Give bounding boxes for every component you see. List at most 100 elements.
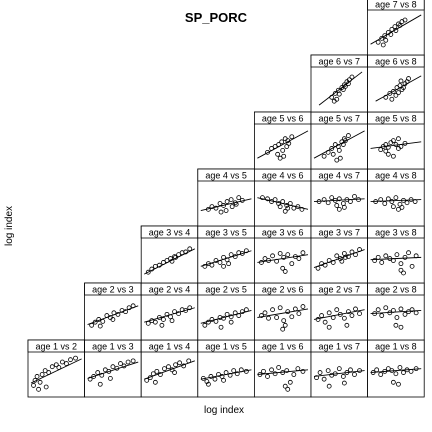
panel-strip-label: age 6 vs 8 (375, 57, 417, 67)
data-point (299, 206, 305, 212)
panel-strip-label: age 6 vs 7 (319, 57, 361, 67)
regression-line (318, 71, 363, 106)
data-point (239, 309, 245, 315)
y-axis-label: log index (4, 206, 15, 246)
data-point (382, 33, 388, 39)
regression-line (257, 197, 309, 210)
data-point (379, 313, 385, 318)
data-point (42, 368, 48, 374)
regression-line (370, 199, 422, 202)
regression-line (200, 198, 252, 211)
data-point (212, 376, 218, 382)
data-point (402, 17, 408, 23)
data-point (385, 366, 391, 372)
data-point (401, 370, 406, 375)
regression-line (144, 307, 195, 323)
panel-strip-label: age 5 vs 7 (319, 114, 361, 124)
data-point (383, 37, 389, 43)
data-point (265, 374, 270, 379)
data-point (334, 307, 340, 313)
data-point (269, 367, 274, 373)
data-point (398, 267, 404, 273)
data-point (274, 315, 280, 320)
panel-3-8: age 3 vs 8 (367, 225, 425, 284)
data-point (346, 309, 351, 315)
data-point (329, 146, 335, 151)
data-point (378, 147, 384, 153)
data-point (282, 269, 288, 274)
data-point (64, 361, 69, 366)
data-point (282, 322, 288, 328)
panel-strip-label: age 5 vs 6 (262, 114, 304, 124)
regression-line (87, 361, 139, 379)
data-point (164, 311, 170, 317)
data-point (346, 133, 351, 138)
panel-strip-label: age 3 vs 5 (205, 228, 247, 238)
panel-strip-label: age 1 vs 7 (319, 342, 361, 352)
panel-strip (367, 0, 425, 11)
panel-4-6: age 4 vs 6 (253, 168, 312, 227)
data-point (126, 305, 132, 311)
panel-6-8: age 6 vs 8 (367, 54, 425, 113)
data-point (107, 375, 113, 381)
data-point (282, 383, 288, 389)
regression-line (313, 309, 365, 320)
data-point (202, 322, 208, 328)
regression-line (370, 141, 422, 149)
data-point (68, 357, 73, 363)
regression-line (370, 14, 422, 45)
data-point (228, 197, 234, 203)
panel-strip-label: age 3 vs 4 (149, 228, 191, 238)
data-point (265, 149, 270, 155)
data-point (154, 368, 160, 374)
data-point (277, 204, 283, 210)
data-point (385, 151, 391, 157)
x-axis-label: log index (204, 405, 244, 416)
data-point (289, 261, 295, 267)
data-point (223, 208, 229, 213)
panel-strip-label: age 2 vs 6 (262, 285, 304, 295)
data-point (277, 305, 283, 311)
panel-5-8: age 5 vs 8 (367, 111, 425, 170)
data-point (228, 319, 234, 325)
data-point (172, 370, 177, 375)
data-point (161, 317, 166, 322)
panel-strip-label: age 4 vs 7 (319, 171, 361, 181)
data-point (389, 199, 395, 204)
data-point (97, 381, 103, 387)
data-point (260, 195, 265, 201)
regression-line (313, 249, 365, 268)
panel-strip-label: age 3 vs 7 (319, 228, 361, 238)
data-point (300, 250, 306, 256)
data-point (39, 372, 45, 377)
panel-strip-label: age 3 vs 6 (262, 228, 304, 238)
panel-2-3: age 2 vs 3 (84, 282, 142, 341)
data-point (329, 195, 335, 201)
panel-strip-label: age 1 vs 3 (92, 342, 134, 352)
panel-1-2: age 1 vs 2 (27, 339, 85, 398)
data-point (357, 311, 362, 317)
panel-5-7: age 5 vs 7 (310, 111, 368, 170)
data-point (321, 376, 327, 382)
panel-1-5: age 1 vs 5 (197, 339, 255, 398)
panel-2-8: age 2 vs 8 (367, 282, 425, 341)
panel-strip-label: age 2 vs 7 (319, 285, 361, 295)
data-point (379, 35, 385, 41)
data-point (396, 136, 401, 142)
data-point (226, 261, 232, 267)
data-point (187, 305, 193, 311)
data-point (390, 138, 396, 144)
data-point (393, 92, 399, 98)
data-point (285, 386, 291, 392)
data-point (398, 261, 404, 267)
data-point (280, 265, 286, 271)
data-point (262, 256, 268, 261)
data-point (285, 252, 291, 258)
data-point (349, 74, 355, 80)
panel-strip-label: age 4 vs 5 (205, 171, 247, 181)
panel-3-6: age 3 vs 6 (253, 225, 312, 284)
data-point (341, 380, 347, 386)
data-point (262, 310, 268, 316)
data-point (399, 204, 405, 210)
